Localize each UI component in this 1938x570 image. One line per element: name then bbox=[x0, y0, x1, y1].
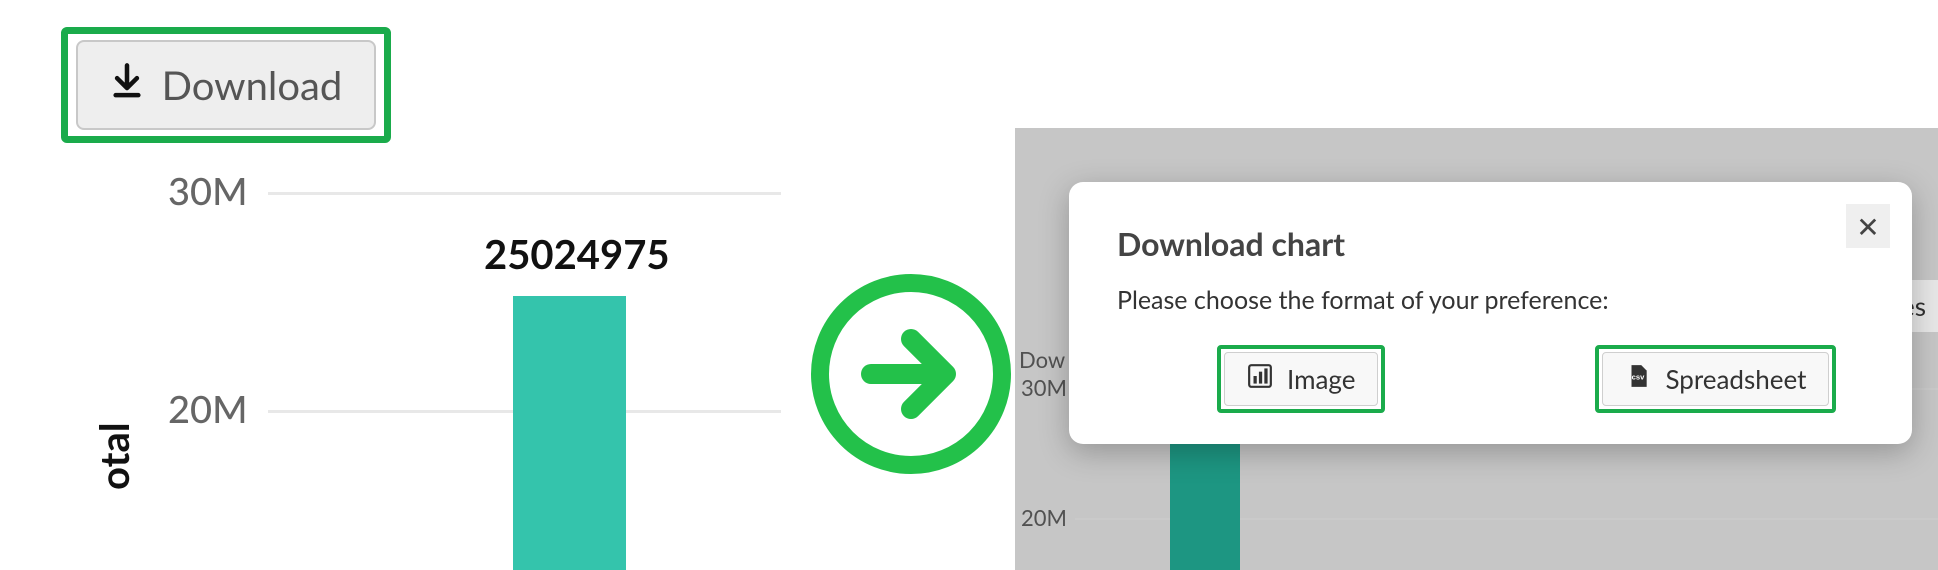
chart-bar bbox=[513, 296, 626, 570]
gridline bbox=[268, 192, 781, 195]
y-tick: 20M bbox=[1021, 504, 1067, 531]
close-icon: ✕ bbox=[1856, 209, 1879, 244]
left-chart-panel: Download otal 30M 20M 25024975 bbox=[0, 0, 800, 570]
image-option-highlight: Image bbox=[1217, 345, 1385, 413]
bar-value-label: 25024975 bbox=[484, 230, 670, 278]
flow-arrow-icon bbox=[811, 274, 1011, 474]
spreadsheet-option-label: Spreadsheet bbox=[1665, 363, 1806, 395]
download-label-fragment: Dow bbox=[1019, 346, 1065, 373]
modal-close-button[interactable]: ✕ bbox=[1846, 204, 1890, 248]
y-axis-label: otal bbox=[90, 422, 138, 490]
download-button-label: Download bbox=[162, 61, 343, 109]
download-chart-modal: Download chart ✕ Please choose the forma… bbox=[1069, 182, 1912, 444]
y-tick: 30M bbox=[1021, 374, 1067, 401]
chart-bar-icon bbox=[1247, 363, 1273, 395]
download-as-spreadsheet-button[interactable]: csv Spreadsheet bbox=[1602, 352, 1829, 406]
download-arrow-icon bbox=[110, 61, 144, 109]
modal-title: Download chart bbox=[1117, 224, 1864, 263]
right-modal-panel: ounces Dow 30M20M 25024975 Download char… bbox=[1015, 128, 1938, 570]
y-tick: 30M bbox=[168, 168, 248, 214]
spreadsheet-option-highlight: csv Spreadsheet bbox=[1595, 345, 1836, 413]
download-button[interactable]: Download bbox=[76, 40, 376, 130]
modal-subtitle: Please choose the format of your prefere… bbox=[1117, 285, 1864, 315]
csv-file-icon: csv bbox=[1625, 363, 1651, 395]
svg-text:csv: csv bbox=[1632, 372, 1645, 381]
y-tick: 20M bbox=[168, 386, 248, 432]
image-option-label: Image bbox=[1287, 363, 1355, 395]
bg-chart-bar bbox=[1170, 424, 1240, 570]
download-as-image-button[interactable]: Image bbox=[1224, 352, 1378, 406]
